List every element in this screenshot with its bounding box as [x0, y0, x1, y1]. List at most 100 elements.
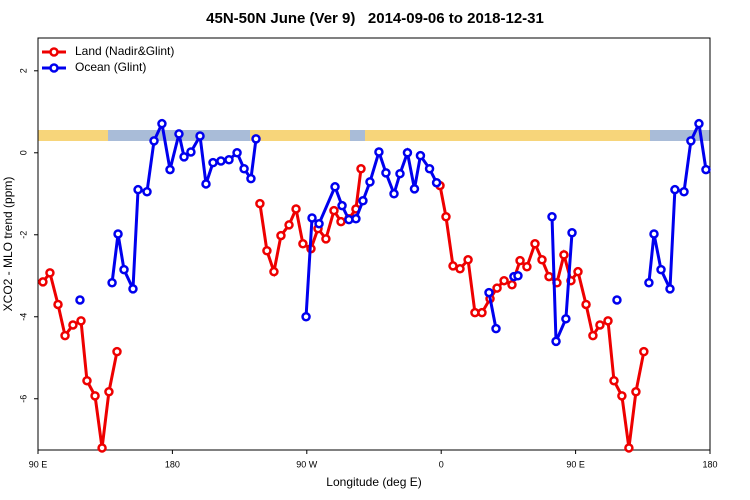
data-point [321, 234, 331, 244]
data-point [179, 152, 189, 162]
data-point [201, 179, 211, 189]
y-axis-label: XCO2 - MLO trend (ppm) [1, 177, 15, 312]
series-line [110, 118, 258, 290]
data-point [195, 131, 205, 141]
data-point [97, 443, 107, 453]
legend-label: Ocean (Glint) [75, 60, 146, 74]
data-point [441, 211, 451, 222]
data-point [656, 264, 666, 275]
y-tick-label: -6 [18, 395, 28, 403]
data-point [402, 148, 413, 158]
data-point [365, 177, 375, 187]
data-point [581, 299, 591, 310]
data-point [612, 295, 622, 305]
data-point [232, 148, 242, 158]
x-tick-label: 90 E [566, 459, 585, 469]
data-point [567, 227, 577, 238]
band-land [250, 130, 350, 141]
data-point [415, 150, 426, 161]
series-line [487, 292, 498, 329]
data-point [208, 157, 218, 168]
data-point [609, 375, 619, 386]
data-point [424, 164, 435, 174]
x-tick-label: 90 E [29, 459, 48, 469]
data-point [246, 173, 256, 184]
x-tick-label: 0 [439, 459, 444, 469]
data-point [559, 250, 569, 260]
data-point [38, 277, 48, 287]
data-point [68, 320, 78, 330]
data-point [330, 182, 340, 192]
x-tick-label: 180 [165, 459, 180, 469]
data-point [298, 239, 308, 249]
x-tick-label: 90 W [296, 459, 318, 469]
data-point [374, 147, 384, 157]
data-point [337, 200, 347, 211]
data-point [507, 280, 517, 290]
data-point [104, 387, 114, 397]
data-point [665, 284, 675, 294]
data-point [186, 147, 196, 157]
data-point [649, 229, 659, 239]
data-point [356, 164, 366, 174]
y-tick-label: -2 [18, 231, 28, 239]
data-point [301, 312, 311, 322]
data-point [670, 184, 680, 195]
y-tick-label: 0 [18, 150, 28, 155]
data-point [595, 320, 605, 330]
data-point [336, 216, 346, 227]
data-point [82, 375, 92, 386]
data-point [76, 316, 86, 326]
data-point [455, 264, 465, 274]
data-point [617, 391, 627, 401]
x-axis-label: Longitude (deg E) [326, 475, 421, 489]
data-point [686, 136, 696, 146]
data-point [381, 168, 391, 178]
data-point [573, 266, 583, 277]
data-point [216, 156, 226, 166]
data-point [551, 336, 561, 347]
data-point [75, 295, 85, 305]
data-point [90, 391, 100, 401]
data-point [174, 129, 184, 139]
data-point [53, 299, 63, 310]
data-point [639, 346, 649, 357]
data-point [142, 186, 152, 197]
data-point [492, 283, 502, 293]
data-point [112, 346, 122, 357]
data-point [484, 287, 494, 298]
legend-marker [49, 47, 59, 57]
data-point [307, 213, 317, 223]
data-point [149, 136, 159, 146]
data-point [431, 177, 442, 188]
data-point [631, 387, 641, 397]
data-point [107, 277, 117, 288]
data-point [561, 314, 571, 324]
data-point [389, 189, 399, 199]
y-tick-label: 2 [18, 68, 28, 73]
data-point [463, 255, 473, 265]
data-point [276, 230, 286, 241]
y-tick-label: -4 [18, 313, 28, 321]
data-point [255, 198, 265, 209]
plot-frame [37, 37, 711, 451]
data-point [157, 118, 167, 129]
series-line [438, 185, 646, 449]
data-point [329, 205, 339, 216]
data-point [113, 229, 123, 239]
data-point [351, 214, 361, 224]
data-point [547, 211, 557, 222]
data-point [644, 277, 654, 288]
data-point [165, 164, 175, 175]
data-point [701, 164, 711, 175]
data-point [45, 268, 55, 278]
data-point [60, 330, 70, 341]
land-mask-band [38, 130, 710, 141]
series-line [647, 118, 708, 290]
band-land [38, 130, 108, 141]
data-point [694, 118, 704, 129]
series-line [304, 147, 438, 317]
data-point [284, 220, 294, 230]
series-line [550, 216, 574, 342]
